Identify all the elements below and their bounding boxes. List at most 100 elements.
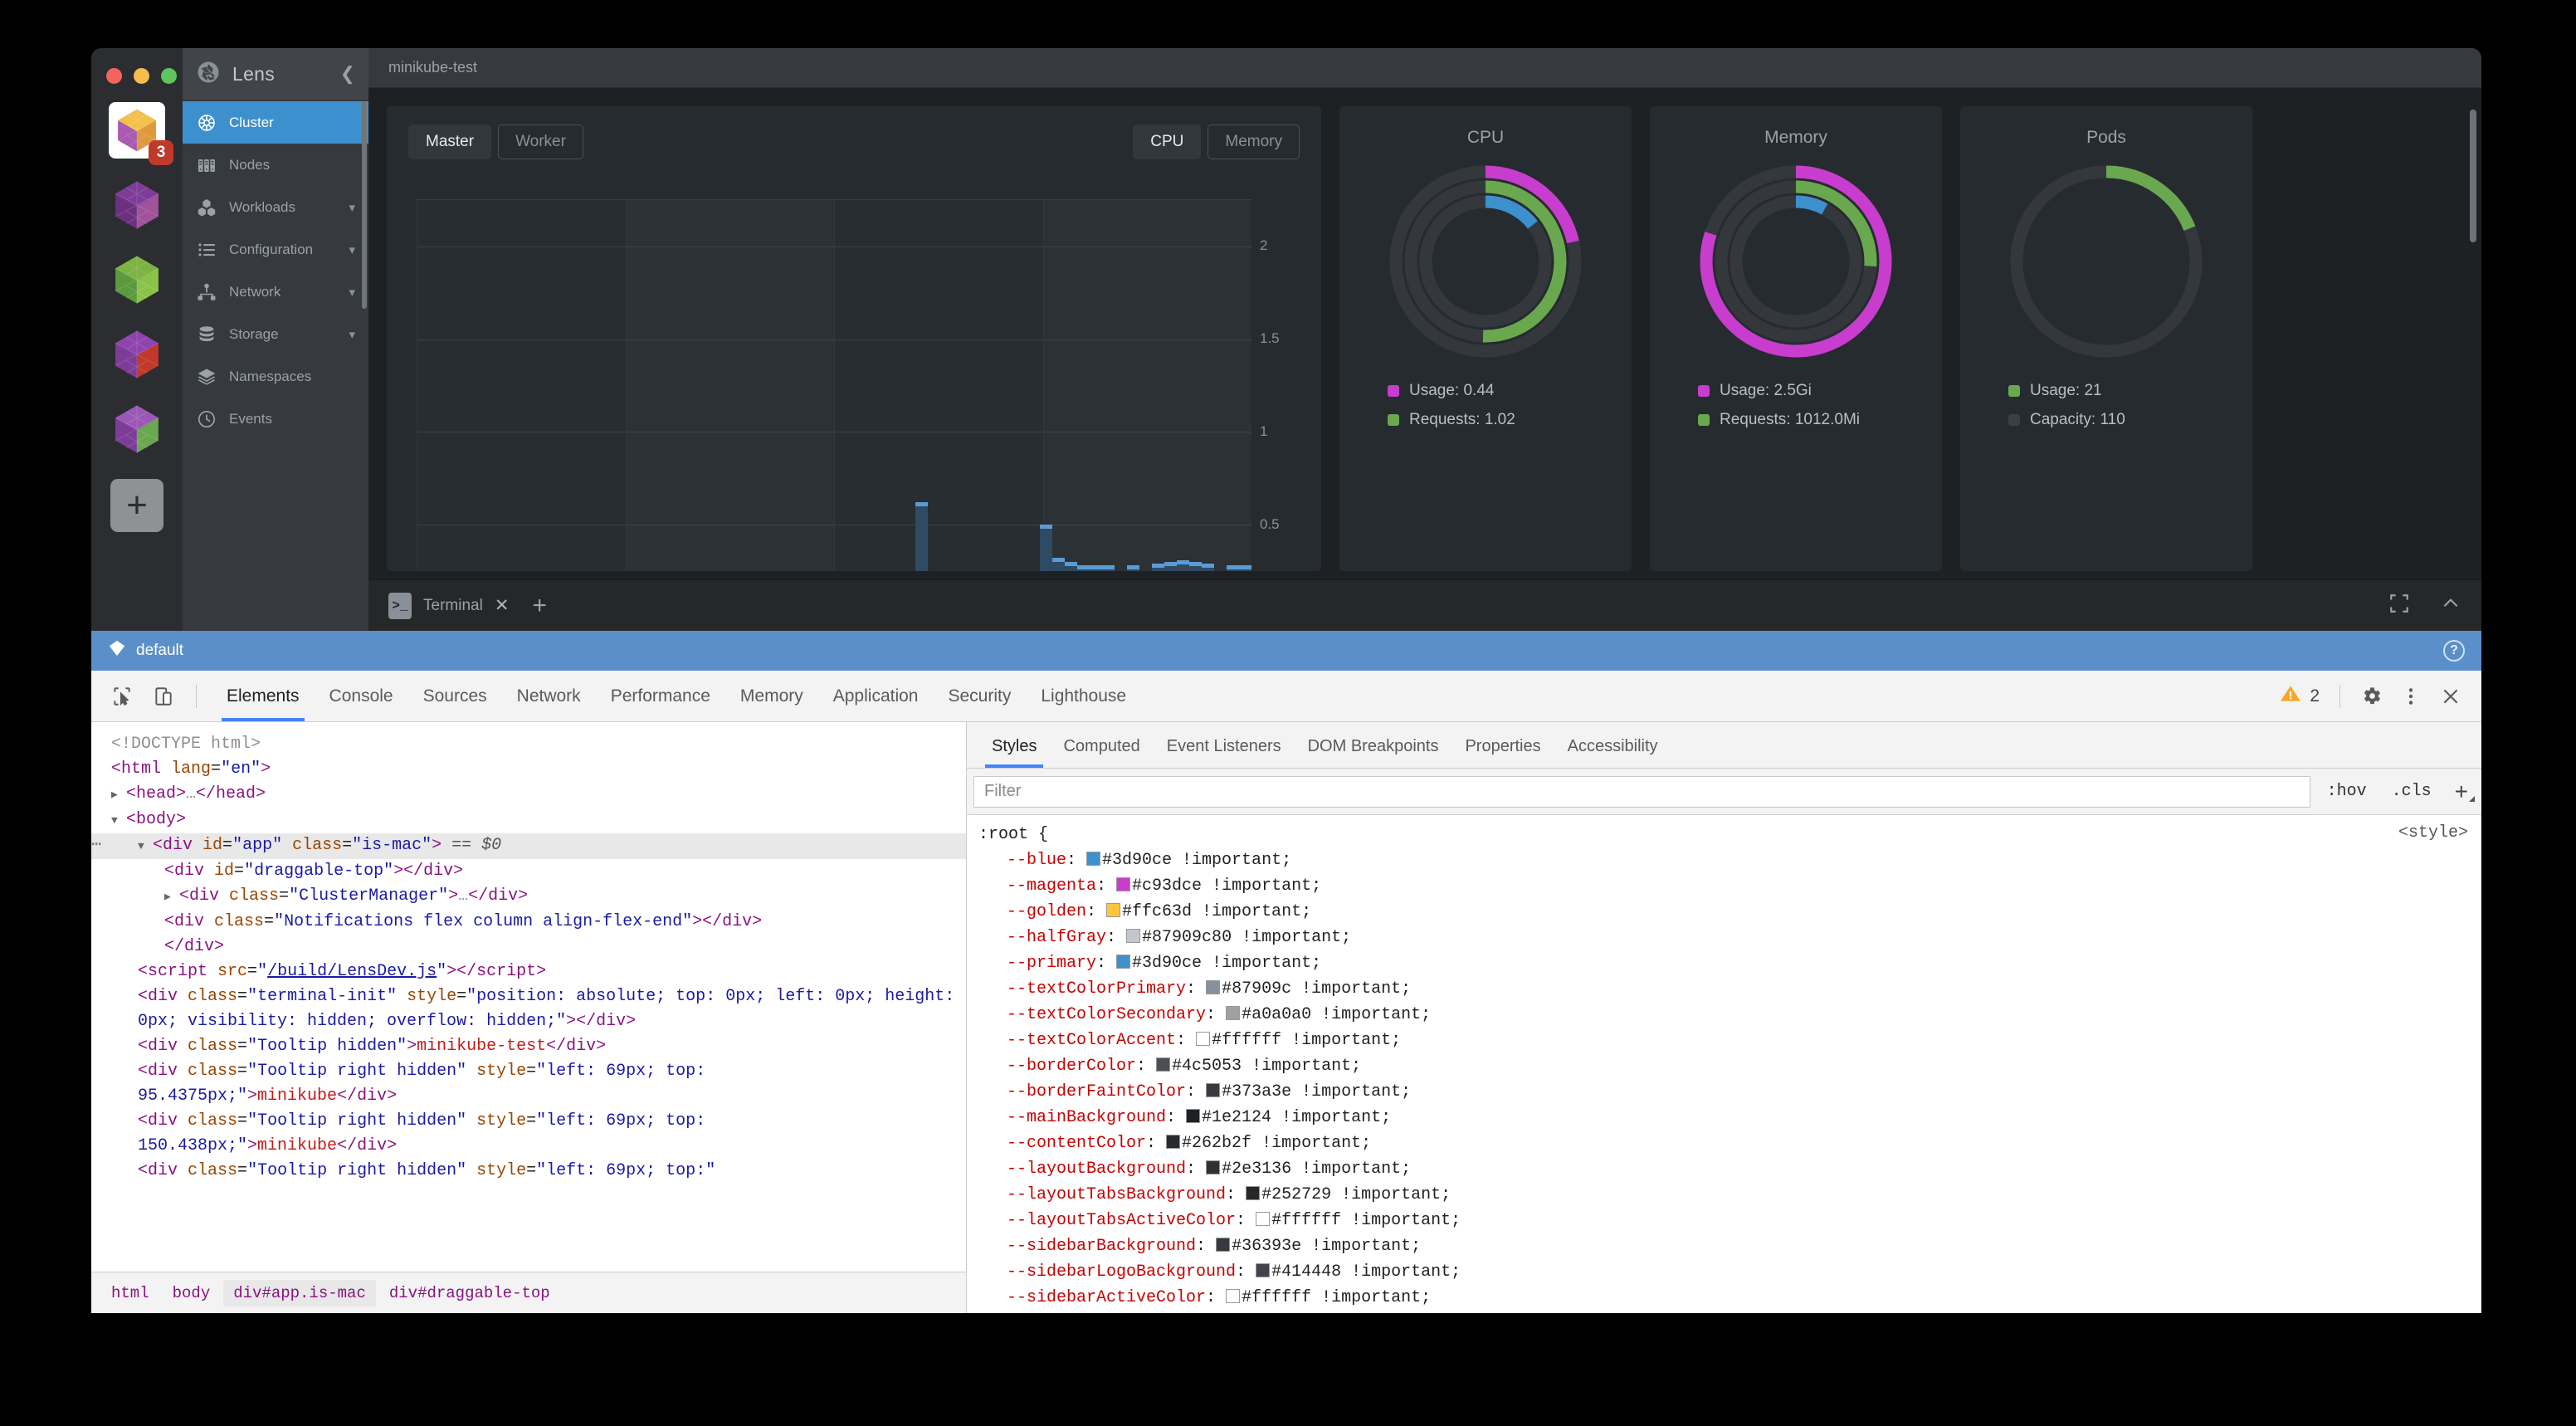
cluster-icon-4[interactable]	[109, 326, 165, 383]
style-source-link[interactable]: <style>	[2398, 823, 2468, 842]
css-declaration[interactable]: --sidebarLogoBackground: #414448 !import…	[978, 1259, 2470, 1285]
dom-node[interactable]: <div class="Tooltip hidden">minikube-tes…	[138, 1037, 607, 1056]
styles-tab-styles[interactable]: Styles	[978, 737, 1050, 768]
breadcrumb-item[interactable]: body	[172, 1283, 211, 1302]
sidebar-item-events[interactable]: Events	[183, 398, 368, 440]
chevron-down-icon[interactable]: ▾	[349, 327, 355, 342]
styles-tab-accessibility[interactable]: Accessibility	[1567, 737, 1658, 755]
collapse-triangle-icon[interactable]	[111, 782, 126, 808]
color-swatch[interactable]	[1256, 1212, 1271, 1226]
css-declaration[interactable]: --primary: #3d90ce !important;	[978, 950, 2470, 976]
dom-node[interactable]: <!DOCTYPE html>	[111, 735, 261, 754]
cluster-icon-3[interactable]	[109, 252, 165, 308]
help-button[interactable]: ?	[2443, 640, 2465, 662]
color-swatch[interactable]	[1256, 1263, 1271, 1277]
color-swatch[interactable]	[1106, 903, 1121, 917]
chevron-down-icon[interactable]: ▾	[349, 242, 355, 257]
expand-triangle-icon[interactable]	[111, 808, 126, 833]
sidebar-item-network[interactable]: Network ▾	[183, 271, 368, 313]
dom-node[interactable]: </div>	[164, 937, 225, 956]
css-declaration[interactable]: --sidebarActiveColor: #ffffff !important…	[978, 1285, 2470, 1311]
css-declaration[interactable]: --contentColor: #262b2f !important;	[978, 1131, 2470, 1156]
tab-elements[interactable]: Elements	[212, 671, 315, 721]
metric-cpu-button[interactable]: CPU	[1133, 125, 1202, 159]
color-swatch[interactable]	[1216, 1238, 1231, 1252]
color-swatch[interactable]	[1226, 1006, 1241, 1020]
node-master-button[interactable]: Master	[408, 125, 492, 159]
device-toolbar-icon[interactable]	[146, 679, 181, 714]
css-declaration[interactable]: --blue: #3d90ce !important;	[978, 847, 2470, 873]
kebab-menu-icon[interactable]	[2393, 679, 2428, 714]
node-worker-button[interactable]: Worker	[498, 125, 583, 159]
tab-network[interactable]: Network	[516, 686, 581, 706]
sidebar-item-namespaces[interactable]: Namespaces	[183, 355, 368, 398]
color-swatch[interactable]	[1126, 929, 1141, 943]
dom-node[interactable]: <div class="Tooltip right hidden" style=…	[138, 1161, 716, 1180]
cluster-icon-5[interactable]	[109, 401, 165, 457]
dom-node[interactable]: <div class="Tooltip right hidden" style=…	[138, 1111, 716, 1155]
dom-node[interactable]: <div class="terminal-init" style="positi…	[138, 987, 965, 1031]
color-swatch[interactable]	[1206, 1083, 1221, 1097]
tab-security[interactable]: Security	[948, 686, 1012, 706]
warning-indicator[interactable]: 2	[2280, 683, 2326, 710]
chevron-up-icon[interactable]	[2440, 593, 2461, 618]
dom-node[interactable]: ⋯<div id="app" class="is-mac"> == $0	[91, 833, 966, 859]
dom-node[interactable]: <div class="ClusterManager">…</div>	[91, 884, 966, 910]
css-declaration[interactable]: --sidebarBackground: #36393e !important;	[978, 1233, 2470, 1259]
dom-node[interactable]: <div id="draggable-top"></div>	[164, 862, 464, 881]
tab-memory[interactable]: Memory	[739, 686, 803, 706]
styles-tab-event-listeners[interactable]: Event Listeners	[1166, 737, 1281, 755]
tab-lighthouse[interactable]: Lighthouse	[1041, 686, 1127, 706]
sidebar-item-workloads[interactable]: Workloads ▾	[183, 186, 368, 228]
hov-state-button[interactable]: :hov	[2326, 782, 2367, 801]
tab-console[interactable]: Console	[329, 686, 393, 706]
window-close-button[interactable]	[106, 68, 122, 84]
css-declaration[interactable]: --golden: #ffc63d !important;	[978, 899, 2470, 925]
chevron-down-icon[interactable]: ▾	[349, 200, 355, 215]
dom-node[interactable]: <html lang="en">	[111, 759, 271, 779]
breadcrumb-item[interactable]: html	[111, 1283, 149, 1302]
styles-tab-properties[interactable]: Properties	[1465, 737, 1541, 755]
sidebar-item-configuration[interactable]: Configuration ▾	[183, 228, 368, 271]
styles-filter-input[interactable]: Filter	[973, 775, 2310, 808]
css-declaration[interactable]: --borderColor: #4c5053 !important;	[978, 1053, 2470, 1079]
terminal-add-icon[interactable]: +	[532, 591, 547, 619]
dom-tree[interactable]: <!DOCTYPE html> <html lang="en"> <head>…</…	[91, 722, 966, 1272]
css-declaration[interactable]: --mainBackground: #1e2124 !important;	[978, 1105, 2470, 1131]
color-swatch[interactable]	[1166, 1135, 1181, 1149]
css-declaration[interactable]: --textColorAccent: #ffffff !important;	[978, 1028, 2470, 1053]
expand-triangle-icon[interactable]	[138, 833, 153, 859]
breadcrumb-item[interactable]: div#draggable-top	[388, 1283, 550, 1302]
css-declaration[interactable]: --layoutTabsBackground: #252729 !importa…	[978, 1182, 2470, 1208]
css-declaration[interactable]: --layoutTabsActiveColor: #ffffff !import…	[978, 1208, 2470, 1233]
window-maximize-button[interactable]	[161, 68, 177, 84]
dom-node[interactable]: <head>…</head>	[91, 782, 966, 808]
dom-node[interactable]: <div class="Tooltip right hidden" style=…	[138, 1062, 716, 1106]
breadcrumb-item[interactable]: div#app.is-mac	[223, 1279, 376, 1306]
css-declaration[interactable]: --borderFaintColor: #373a3e !important;	[978, 1079, 2470, 1105]
dom-node[interactable]: <script src="/build/LensDev.js"></script…	[138, 962, 547, 981]
color-swatch[interactable]	[1206, 980, 1221, 994]
color-swatch[interactable]	[1156, 1057, 1171, 1072]
new-style-rule-button[interactable]: +	[2448, 779, 2475, 805]
color-swatch[interactable]	[1196, 1032, 1211, 1046]
dom-node[interactable]: <body>	[91, 808, 966, 833]
tab-application[interactable]: Application	[832, 686, 919, 706]
sidebar-scrollbar[interactable]	[362, 101, 367, 309]
tab-performance[interactable]: Performance	[610, 686, 710, 706]
color-swatch[interactable]	[1186, 1109, 1201, 1123]
gear-icon[interactable]	[2354, 679, 2388, 714]
terminal-close-icon[interactable]: ✕	[494, 596, 510, 615]
css-declaration[interactable]: --textColorSecondary: #a0a0a0 !important…	[978, 1002, 2470, 1028]
sidebar-item-nodes[interactable]: Nodes	[183, 144, 368, 186]
sidebar-item-cluster[interactable]: Cluster	[183, 101, 368, 144]
dashboard-scrollbar[interactable]	[2470, 110, 2476, 242]
css-rules-list[interactable]: <style> :root { --blue: #3d90ce !importa…	[967, 815, 2481, 1313]
sidebar-collapse-icon[interactable]: ❮	[339, 63, 355, 84]
css-declaration[interactable]: --layoutBackground: #2e3136 !important;	[978, 1156, 2470, 1182]
css-declaration[interactable]: --halfGray: #87909c80 !important;	[978, 925, 2470, 950]
css-declaration[interactable]: --textColorPrimary: #87909c !important;	[978, 976, 2470, 1002]
collapse-triangle-icon[interactable]	[164, 884, 179, 910]
cls-button[interactable]: .cls	[2391, 782, 2432, 801]
inspect-cursor-icon[interactable]	[105, 679, 139, 714]
